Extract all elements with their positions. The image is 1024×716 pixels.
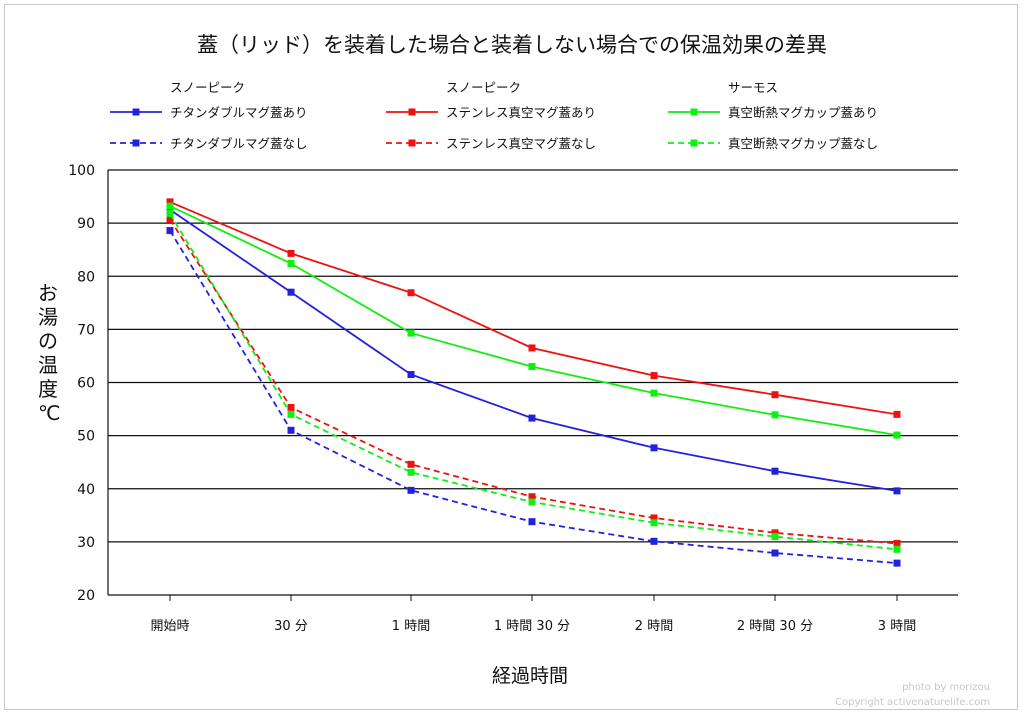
data-point <box>771 529 779 537</box>
legend-item: チタンダブルマグ蓋なし <box>110 136 308 151</box>
series-3 <box>166 215 901 547</box>
legend-swatch-marker <box>132 108 140 116</box>
data-point <box>650 372 658 380</box>
data-point <box>893 410 901 418</box>
legend-label: チタンダブルマグ蓋あり <box>170 105 308 120</box>
data-point <box>650 444 658 452</box>
series-2 <box>166 198 901 418</box>
y-tick-label: 60 <box>77 376 95 392</box>
data-point <box>287 410 295 418</box>
data-point <box>650 537 658 545</box>
legend-label: 真空断熱マグカップ蓋あり <box>728 105 878 120</box>
data-point <box>528 414 536 422</box>
data-point <box>166 202 174 210</box>
x-tick-labels: 開始時 30 分 1 時間 1 時間 30 分 2 時間 2 時間 30 分 3 時間 <box>150 595 916 634</box>
data-point <box>528 493 536 501</box>
data-point <box>287 426 295 434</box>
y-tick-label: 20 <box>77 588 95 604</box>
legend-item: 真空断熱マグカップ蓋なし <box>668 136 878 151</box>
legend-swatch-marker <box>690 108 698 116</box>
data-point <box>287 260 295 267</box>
legend-swatch-marker <box>690 139 698 147</box>
data-point <box>166 198 174 206</box>
series-1 <box>166 227 901 567</box>
data-point <box>528 344 536 352</box>
series-0 <box>166 206 901 495</box>
series-line <box>169 205 898 436</box>
data-point <box>407 371 415 379</box>
y-tick-label: 90 <box>77 216 95 232</box>
data-point <box>650 514 658 522</box>
data-point <box>407 329 415 337</box>
x-axis-label: 経過時間 <box>492 665 568 687</box>
y-tick-label: 70 <box>77 322 95 338</box>
data-point <box>650 519 658 527</box>
data-point <box>650 389 658 397</box>
legend-label: ステンレス真空マグ蓋なし <box>446 136 596 151</box>
chart-frame <box>4 4 1018 710</box>
legend-swatch-marker <box>408 139 416 147</box>
y-tick-label: 40 <box>77 482 95 498</box>
data-point <box>893 559 901 567</box>
y-tick-labels: 20 30 40 50 60 70 80 90 100 <box>68 163 95 604</box>
data-point <box>893 487 901 495</box>
series-lines <box>166 198 901 567</box>
series-4 <box>166 202 901 439</box>
x-tick-label: 1 時間 30 分 <box>494 619 570 634</box>
grid <box>107 169 958 596</box>
y-tick-label: 50 <box>77 429 95 445</box>
legend-brand: サーモス <box>728 80 778 95</box>
legend-label: 真空断熱マグカップ蓋なし <box>728 136 878 151</box>
x-tick-label: 2 時間 <box>635 619 673 634</box>
legend-label: ステンレス真空マグ蓋あり <box>446 105 596 120</box>
data-point <box>166 215 174 223</box>
legend-label: チタンダブルマグ蓋なし <box>170 136 308 151</box>
legend-brand: スノーピーク <box>170 80 245 95</box>
series-5 <box>166 210 901 553</box>
legend-item: ステンレス真空マグ蓋なし <box>386 136 596 151</box>
data-point <box>287 249 295 257</box>
data-point <box>528 518 536 526</box>
data-point <box>528 498 536 506</box>
data-point <box>893 545 901 553</box>
data-point <box>287 288 295 296</box>
y-axis-label: お湯の温度℃ <box>38 281 60 425</box>
legend-swatch-marker <box>408 108 416 116</box>
data-point <box>407 468 415 476</box>
data-point <box>528 363 536 371</box>
data-point <box>893 431 901 439</box>
x-tick-label: 開始時 <box>150 619 189 634</box>
data-point <box>771 467 779 475</box>
legend-swatch-marker <box>132 139 140 147</box>
x-tick-label: 3 時間 <box>878 619 916 634</box>
y-tick-label: 30 <box>77 535 95 551</box>
x-tick-label: 30 分 <box>274 619 308 634</box>
data-point <box>166 227 174 235</box>
data-point <box>771 391 779 399</box>
y-tick-label: 80 <box>77 269 95 285</box>
data-point <box>166 206 174 214</box>
copyright-credit: Copyright activenaturelife.com <box>835 697 990 708</box>
data-point <box>771 549 779 557</box>
data-point <box>166 210 174 218</box>
legend: スノーピークチタンダブルマグ蓋ありチタンダブルマグ蓋なしスノーピークステンレス真… <box>110 80 878 151</box>
data-point <box>407 486 415 494</box>
data-point <box>407 289 415 297</box>
y-tick-label: 100 <box>68 163 95 179</box>
chart-title: 蓋（リッド）を装着した場合と装着しない場合での保温効果の差異 <box>197 33 827 57</box>
x-tick-label: 2 時間 30 分 <box>737 619 813 634</box>
data-point <box>893 539 901 547</box>
x-tick-label: 1 時間 <box>392 619 430 634</box>
photo-credit: photo by morizou <box>902 682 990 693</box>
data-point <box>287 403 295 411</box>
data-point <box>771 533 779 541</box>
data-point <box>771 411 779 419</box>
legend-brand: スノーピーク <box>446 80 521 95</box>
data-point <box>407 460 415 468</box>
